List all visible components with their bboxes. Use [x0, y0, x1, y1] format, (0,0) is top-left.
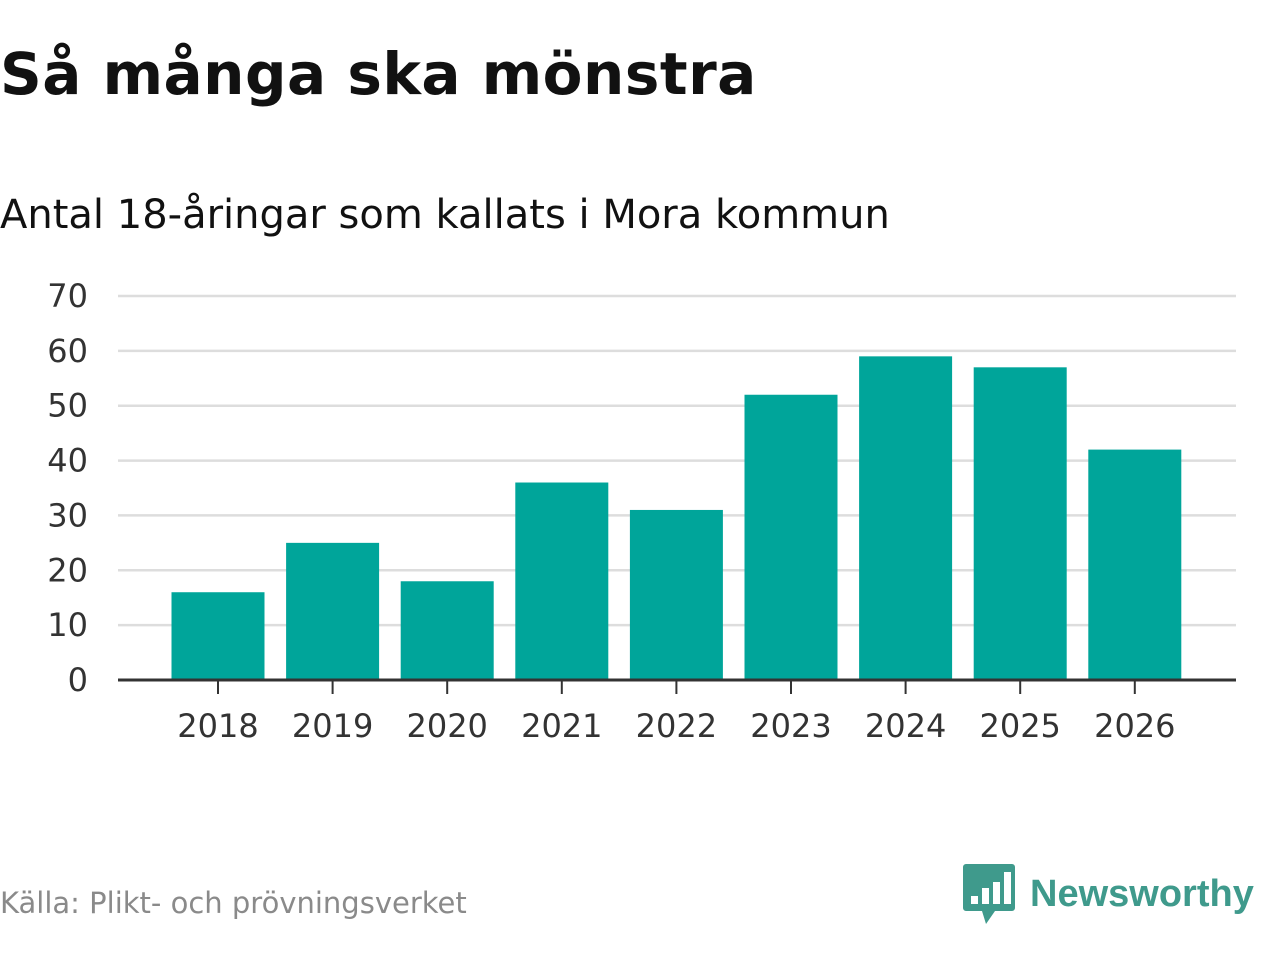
x-tick-label: 2023	[750, 707, 831, 745]
x-tick-label: 2018	[177, 707, 258, 745]
brand-logo: Newsworthy	[962, 862, 1254, 926]
y-tick-label: 40	[47, 442, 88, 480]
x-tick-label: 2021	[521, 707, 602, 745]
x-tick-label: 2019	[292, 707, 373, 745]
bars	[171, 356, 1182, 680]
tick-labels: 0 10 20 30 40 50 60 70 2018 2019 2020 2021 2022 2023 2…	[47, 277, 1175, 745]
bar-2026	[1088, 449, 1182, 680]
bar-2019	[286, 542, 380, 680]
y-tick-label: 20	[47, 551, 88, 589]
chart-title: Så många ska mönstra	[0, 40, 757, 108]
bar-2022	[629, 509, 723, 680]
x-tick-label: 2024	[865, 707, 946, 745]
x-tick-label: 2026	[1094, 707, 1175, 745]
bar-2023	[744, 394, 838, 680]
bar-2020	[400, 581, 494, 680]
x-tick-label: 2025	[979, 707, 1060, 745]
x-tick-label: 2022	[636, 707, 717, 745]
x-tick-label: 2020	[406, 707, 487, 745]
newsworthy-logo-icon	[963, 864, 1015, 924]
y-tick-label: 50	[47, 387, 88, 425]
bar-2025	[973, 367, 1067, 680]
y-tick-label: 10	[47, 606, 88, 644]
chart-subtitle: Antal 18-åringar som kallats i Mora komm…	[0, 192, 890, 238]
brand-name: Newsworthy	[1030, 872, 1254, 915]
x-axis	[118, 678, 1236, 694]
bar-2018	[171, 592, 265, 680]
source-note: Källa: Plikt- och prövningsverket	[0, 886, 467, 920]
bar-chart: 0 10 20 30 40 50 60 70 2018 2019 2020 2021 2022 2023 2…	[47, 277, 1236, 745]
y-tick-label: 60	[47, 332, 88, 370]
y-tick-label: 0	[68, 661, 88, 699]
y-tick-label: 30	[47, 496, 88, 534]
bar-2021	[515, 482, 609, 680]
y-tick-label: 70	[47, 277, 88, 315]
bar-2024	[859, 356, 953, 680]
